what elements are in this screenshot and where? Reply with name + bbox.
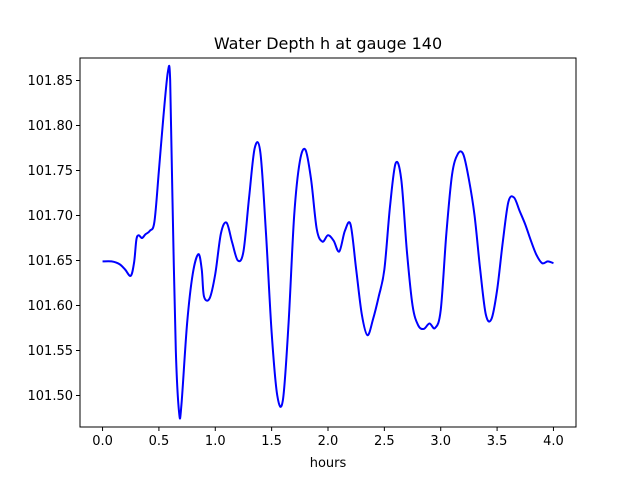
y-tick-label: 101.80 (28, 119, 74, 134)
y-tick-label: 101.60 (28, 299, 74, 314)
y-tick-label: 101.55 (28, 344, 74, 359)
plot-frame (79, 57, 577, 428)
x-tick-label: 4.0 (543, 434, 564, 449)
x-tick-label: 0.5 (149, 434, 170, 449)
series-layer (102, 64, 554, 420)
y-tick-label: 101.50 (28, 389, 74, 404)
y-tick-label: 101.70 (28, 209, 74, 224)
x-tick-label: 2.5 (374, 434, 395, 449)
x-tick-label: 0.0 (92, 434, 113, 449)
x-tick-label: 3.5 (487, 434, 508, 449)
y-axis: 101.50 101.55 101.60 101.65 101.70 101.75 101.… (28, 74, 80, 404)
y-tick-label: 101.75 (28, 164, 74, 179)
chart-title: Water Depth h at gauge 140 (214, 34, 442, 53)
x-tick-label: 1.5 (261, 434, 282, 449)
x-axis-label: hours (310, 456, 347, 471)
x-tick-label: 2.0 (318, 434, 339, 449)
series-line (102, 64, 554, 420)
x-axis: 0.0 0.5 1.0 1.5 2.0 2.5 3.0 3.5 4.0 (92, 427, 564, 449)
y-tick-label: 101.65 (28, 254, 74, 269)
y-tick-label: 101.85 (28, 74, 74, 89)
x-tick-label: 3.0 (430, 434, 451, 449)
plot-area: 0.0 0.5 1.0 1.5 2.0 2.5 3.0 3.5 4.0 101.50 101.55… (28, 57, 577, 449)
x-tick-label: 1.0 (205, 434, 226, 449)
